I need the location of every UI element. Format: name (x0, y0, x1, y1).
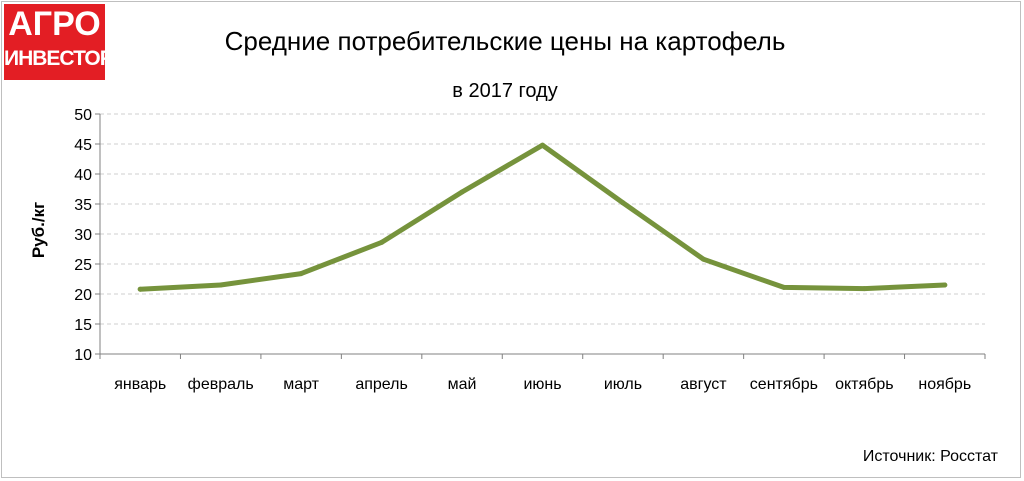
y-tick-label: 15 (74, 317, 92, 334)
data-point (781, 284, 787, 290)
data-point (942, 282, 948, 288)
y-tick-label: 25 (74, 257, 92, 274)
data-point (298, 271, 304, 277)
x-tick-label: июль (604, 376, 642, 393)
data-point (137, 286, 143, 292)
y-tick-label: 40 (74, 167, 92, 184)
x-tick-label: май (448, 376, 477, 393)
x-tick-label: август (680, 376, 727, 393)
data-point (218, 282, 224, 288)
source-note: Источник: Росстат (862, 448, 998, 465)
y-tick-label: 35 (74, 197, 92, 214)
y-tick-label: 10 (74, 347, 92, 364)
x-tick-label: ноябрь (918, 376, 971, 393)
y-tick-label: 50 (74, 107, 92, 124)
data-point (700, 256, 706, 262)
x-tick-label: февраль (188, 376, 254, 393)
x-tick-label: июнь (523, 376, 561, 393)
x-tick-label: январь (114, 376, 166, 393)
logo-line-2: ИНВЕСТОР (4, 47, 114, 70)
x-tick-label: апрель (355, 376, 408, 393)
data-point (459, 189, 465, 195)
logo-line-1: АГРО (8, 5, 101, 43)
data-point (379, 239, 385, 245)
data-point (620, 200, 626, 206)
y-tick-label: 20 (74, 287, 92, 304)
x-tick-label: март (283, 376, 319, 393)
series-line (137, 142, 948, 292)
data-point (861, 286, 867, 292)
x-tick-label: октябрь (835, 376, 893, 393)
y-tick-label: 45 (74, 137, 92, 154)
brand-logo: АГРО ИНВЕСТОР (4, 4, 114, 80)
x-tick-label: сентябрь (750, 376, 818, 393)
chart-subtitle: в 2017 году (452, 80, 558, 102)
data-point (540, 142, 545, 148)
chart-title: Средние потребительские цены на картофел… (224, 26, 786, 56)
y-tick-label: 30 (74, 227, 92, 244)
